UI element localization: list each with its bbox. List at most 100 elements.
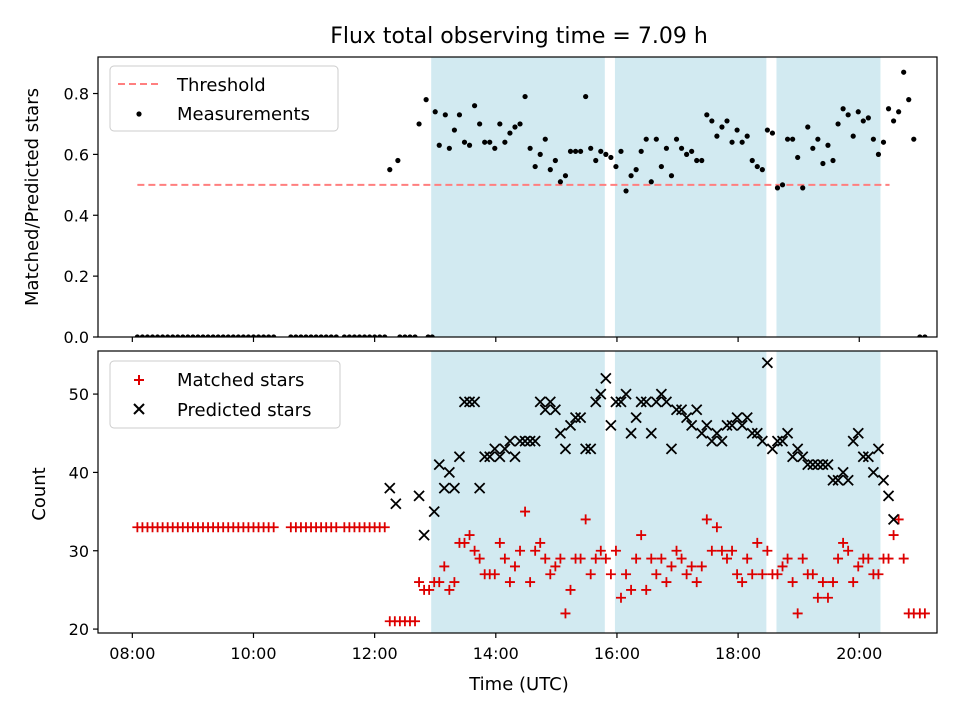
measurement-point xyxy=(517,121,523,127)
predicted-star-point xyxy=(580,443,592,455)
legend-top: Threshold Measurements xyxy=(109,65,339,132)
measurement-point xyxy=(402,334,408,337)
matched-star-point xyxy=(555,553,566,564)
measurement-point xyxy=(628,173,634,179)
measurement-point xyxy=(724,118,730,124)
measurement-point xyxy=(875,151,882,157)
measurement-point xyxy=(255,334,262,337)
measurement-point xyxy=(361,334,368,337)
predicted-star-point xyxy=(489,443,501,455)
y-tick-label: 40 xyxy=(69,463,89,482)
predicted-star-point xyxy=(590,396,602,408)
matched-star-point xyxy=(721,553,732,564)
predicted-star-point xyxy=(448,482,461,494)
predicted-star-point xyxy=(635,396,647,408)
predicted-star-point xyxy=(867,466,880,479)
predicted-star-point xyxy=(504,435,516,447)
predicted-star-point xyxy=(862,451,874,463)
measurement-point xyxy=(377,334,383,337)
predicted-star-point xyxy=(751,427,763,439)
predicted-star-point xyxy=(711,427,723,439)
measurement-point xyxy=(880,139,887,145)
x-tick-label: 18:00 xyxy=(715,644,761,663)
measurement-point xyxy=(144,334,151,337)
observing-window-3 xyxy=(776,57,881,337)
matched-star-point xyxy=(410,616,421,627)
measurement-point xyxy=(423,97,429,103)
predicted-star-point xyxy=(615,396,627,408)
matched-star-point xyxy=(873,569,884,580)
predicted-star-point xyxy=(625,427,637,439)
measurement-point xyxy=(845,112,851,118)
measurement-point xyxy=(704,112,710,118)
matched-star-point xyxy=(676,553,687,564)
measurement-point xyxy=(407,334,413,337)
matched-star-point xyxy=(545,569,556,580)
matched-star-point xyxy=(757,569,768,580)
matched-star-point xyxy=(621,569,632,580)
matched-star-point xyxy=(268,522,279,533)
predicted-star-point xyxy=(509,451,521,463)
measurement-point xyxy=(180,334,186,337)
predicted-star-point xyxy=(771,435,784,447)
y-tick-label: 0.0 xyxy=(64,328,89,347)
measurement-point xyxy=(714,133,720,139)
matched-star-point xyxy=(525,577,536,588)
matched-star-point xyxy=(681,569,692,580)
matched-star-point xyxy=(540,553,551,564)
predicted-star-point xyxy=(468,396,481,408)
observing-window-2 xyxy=(614,57,767,337)
measurement-point xyxy=(245,334,252,337)
measurement-point xyxy=(235,334,241,337)
matched-star-point xyxy=(580,514,591,525)
measurement-point xyxy=(870,136,876,142)
measurement-point xyxy=(210,334,216,337)
matched-star-point xyxy=(509,561,520,572)
measurement-point xyxy=(643,136,649,142)
axes-frame xyxy=(97,350,938,634)
matched-star-point xyxy=(499,553,510,564)
measurement-point xyxy=(593,157,599,164)
measurement-point xyxy=(795,154,801,161)
measurement-point xyxy=(341,334,347,337)
measurement-point xyxy=(532,163,538,170)
predicted-star-point xyxy=(802,458,814,471)
y-axis-label-bottom: Count xyxy=(29,467,50,520)
predicted-star-point xyxy=(544,396,556,408)
matched-star-point xyxy=(848,577,859,588)
measurement-point xyxy=(351,334,358,337)
matched-star-point xyxy=(560,608,571,619)
matched-star-point xyxy=(434,577,445,588)
measurement-point xyxy=(542,136,548,142)
predicted-star-point xyxy=(539,404,551,416)
matched-star-point xyxy=(605,569,616,580)
measurement-point xyxy=(512,124,518,130)
measurement-point xyxy=(366,334,373,337)
predicted-star-point xyxy=(585,443,597,455)
measurement-point xyxy=(323,334,329,337)
measurement-point xyxy=(689,148,695,154)
matched-star-point xyxy=(615,592,626,603)
predicted-star-point xyxy=(736,419,748,432)
predicted-star-point xyxy=(706,435,718,447)
observing-window-1 xyxy=(431,57,605,337)
matched-star-point xyxy=(853,561,864,572)
measurement-point xyxy=(623,188,629,194)
predicted-star-point xyxy=(645,427,657,439)
series-predicted-stars xyxy=(384,357,900,541)
measurement-point xyxy=(308,334,314,337)
predicted-star-point xyxy=(832,474,844,486)
y-tick-label: 0.6 xyxy=(64,145,89,164)
measurement-point xyxy=(572,148,579,154)
x-axis-label: Time (UTC) xyxy=(468,674,569,695)
measurement-point xyxy=(170,334,176,337)
measurement-point xyxy=(855,109,861,115)
axes-frame xyxy=(97,56,938,338)
measurement-point xyxy=(466,142,473,148)
predicted-star-point xyxy=(630,411,642,424)
matched-star-point xyxy=(883,553,894,564)
measurement-point xyxy=(240,334,246,337)
measurement-point xyxy=(598,148,604,154)
measurement-point xyxy=(382,334,388,337)
matched-star-point xyxy=(600,553,611,564)
